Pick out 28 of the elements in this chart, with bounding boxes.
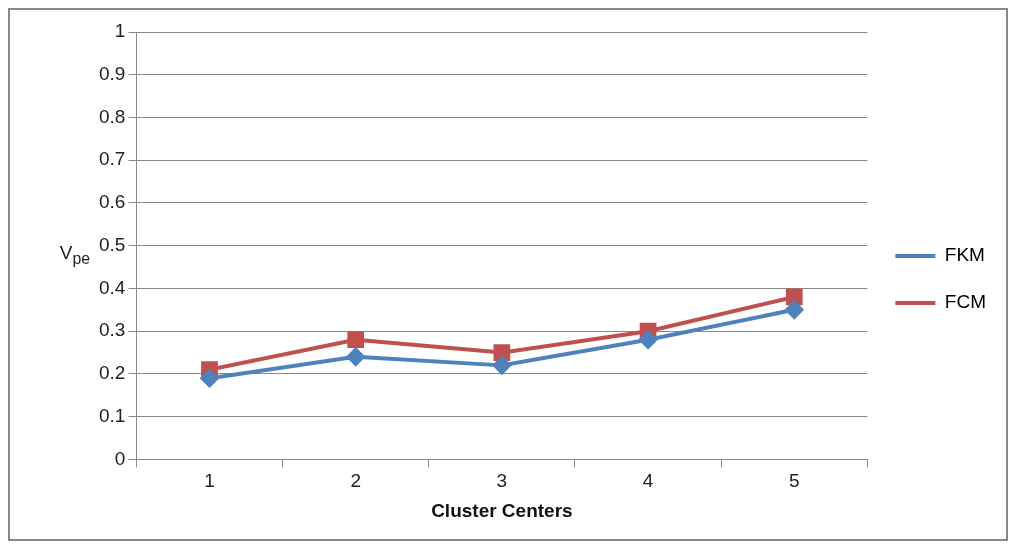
point xyxy=(785,288,803,306)
x-tick-label: 4 xyxy=(642,470,654,492)
y-tick-label: 0.7 xyxy=(98,148,126,170)
x-axis-title: Cluster Centers xyxy=(431,499,573,521)
x-tick-label: 3 xyxy=(496,470,508,492)
y-tick-label: 0.3 xyxy=(98,319,126,341)
y-tick-label: 0.2 xyxy=(98,362,126,384)
x-tick-label: 1 xyxy=(204,470,215,492)
y-tick-label: 0.6 xyxy=(98,191,126,213)
point xyxy=(200,369,219,388)
y-tick-label: 0.1 xyxy=(98,404,126,426)
legend-label: FKM xyxy=(944,244,985,266)
legend-label: FCM xyxy=(944,291,986,313)
y-tick-label: 0.4 xyxy=(98,276,126,298)
point xyxy=(347,331,365,349)
y-tick-label: 0 xyxy=(114,447,126,469)
x-tick-label: 2 xyxy=(350,470,361,492)
y-tick-label: 0.9 xyxy=(98,62,126,84)
point xyxy=(639,330,658,349)
x-tick-label: 5 xyxy=(788,470,800,492)
y-tick-label: 0.5 xyxy=(98,233,126,255)
point xyxy=(346,347,365,366)
y-tick-label: 0.8 xyxy=(98,105,126,127)
point xyxy=(493,344,511,361)
y-tick-label: 1 xyxy=(114,20,126,42)
point xyxy=(785,300,804,319)
point xyxy=(492,356,511,375)
y-axis-title: V$_{pe}$ xyxy=(58,241,91,268)
